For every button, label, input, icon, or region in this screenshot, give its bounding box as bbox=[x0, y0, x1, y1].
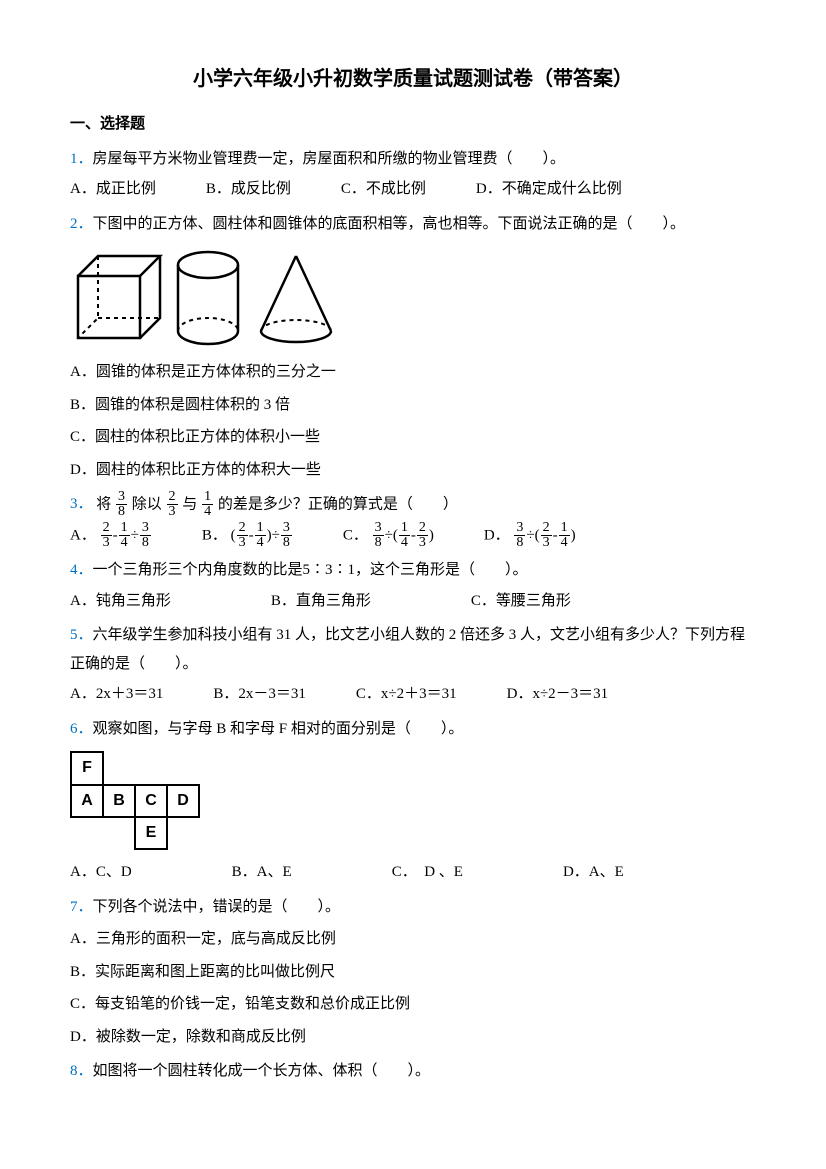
q3-opt-b: B． (23-14)÷38 bbox=[202, 521, 293, 550]
q2-opt-b: B．圆锥的体积是圆柱体积的 3 倍 bbox=[70, 391, 756, 420]
question-6: 6．观察如图，与字母 B 和字母 F 相对的面分别是（ ）。 bbox=[70, 715, 756, 744]
cone-icon bbox=[251, 248, 341, 348]
q2-options: A．圆锥的体积是正方体体积的三分之一 B．圆锥的体积是圆柱体积的 3 倍 C．圆… bbox=[70, 358, 756, 484]
cube-icon bbox=[70, 248, 165, 348]
q6-opt-c: C． D 、E bbox=[392, 858, 463, 887]
frac-2-3: 23 bbox=[167, 490, 178, 519]
net-cell-c: C bbox=[135, 785, 167, 817]
question-5: 5．六年级学生参加科技小组有 31 人，比文艺小组人数的 2 倍还多 3 人，文… bbox=[70, 621, 756, 678]
q5-opt-a: A．2x＋3＝31 bbox=[70, 680, 163, 709]
q6-opt-d: D．A、E bbox=[563, 858, 624, 887]
q5-opt-c: C．x÷2＋3＝31 bbox=[356, 680, 457, 709]
q6-opt-b: B．A、E bbox=[232, 858, 292, 887]
question-1: 1．房屋每平方米物业管理费一定，房屋面积和所缴的物业管理费（ ）。 bbox=[70, 145, 756, 174]
cylinder-icon bbox=[169, 248, 247, 348]
q1-opt-a: A．成正比例 bbox=[70, 175, 156, 204]
q3-opt-b-label: B． bbox=[202, 527, 227, 543]
q7-text: 下列各个说法中，错误的是（ ）。 bbox=[93, 899, 341, 915]
cube-net-figure: F A B C D E bbox=[70, 751, 756, 850]
q5-opt-d: D．x÷2－3＝31 bbox=[507, 680, 609, 709]
qnum-3: 3． bbox=[70, 496, 93, 512]
q3-opt-a-label: A． bbox=[70, 527, 96, 543]
q2-opt-c: C．圆柱的体积比正方体的体积小一些 bbox=[70, 423, 756, 452]
qnum-7: 7． bbox=[70, 899, 93, 915]
q2-opt-a: A．圆锥的体积是正方体体积的三分之一 bbox=[70, 358, 756, 387]
q4-text: 一个三角形三个内角度数的比是5∶3∶1，这个三角形是（ ）。 bbox=[93, 562, 528, 578]
q6-options: A．C、D B．A、E C． D 、E D．A、E bbox=[70, 858, 756, 887]
q5-opt-b: B．2x－3＝31 bbox=[213, 680, 306, 709]
q4-opt-c: C．等腰三角形 bbox=[471, 587, 571, 616]
q3-pre: 将 bbox=[96, 496, 111, 512]
q1-opt-d: D．不确定成什么比例 bbox=[476, 175, 622, 204]
q2-opt-d: D．圆柱的体积比正方体的体积大一些 bbox=[70, 456, 756, 485]
q1-opt-c: C．不成比例 bbox=[341, 175, 426, 204]
question-3: 3． 将 38 除以 23 与 14 的差是多少？正确的算式是（ ） bbox=[70, 490, 756, 519]
q1-options: A．成正比例 B．成反比例 C．不成比例 D．不确定成什么比例 bbox=[70, 175, 756, 204]
question-4: 4．一个三角形三个内角度数的比是5∶3∶1，这个三角形是（ ）。 bbox=[70, 556, 756, 585]
question-2: 2．下图中的正方体、圆柱体和圆锥体的底面积相等，高也相等。下面说法正确的是（ ）… bbox=[70, 210, 756, 239]
qnum-8: 8． bbox=[70, 1063, 93, 1079]
q3-mid2: 与 bbox=[182, 496, 197, 512]
q1-text: 房屋每平方米物业管理费一定，房屋面积和所缴的物业管理费（ ）。 bbox=[93, 151, 566, 167]
section-header: 一、选择题 bbox=[70, 110, 756, 139]
net-cell-f: F bbox=[71, 752, 103, 784]
q3-opt-a: A． 23-14÷38 bbox=[70, 521, 152, 550]
q3-opt-d-label: D． bbox=[484, 527, 510, 543]
q7-options: A．三角形的面积一定，底与高成反比例 B．实际距离和图上距离的比叫做比例尺 C．… bbox=[70, 925, 756, 1051]
qnum-4: 4． bbox=[70, 562, 93, 578]
q5-options: A．2x＋3＝31 B．2x－3＝31 C．x÷2＋3＝31 D．x÷2－3＝3… bbox=[70, 680, 756, 709]
q7-opt-c: C．每支铅笔的价钱一定，铅笔支数和总价成正比例 bbox=[70, 990, 756, 1019]
q6-text: 观察如图，与字母 B 和字母 F 相对的面分别是（ ）。 bbox=[93, 721, 464, 737]
frac-1-4: 14 bbox=[202, 490, 213, 519]
qnum-2: 2． bbox=[70, 216, 93, 232]
frac-3-8: 38 bbox=[116, 490, 127, 519]
q5-text: 六年级学生参加科技小组有 31 人，比文艺小组人数的 2 倍还多 3 人，文艺小… bbox=[70, 627, 745, 672]
q4-options: A．钝角三角形 B．直角三角形 C．等腰三角形 bbox=[70, 587, 756, 616]
qnum-5: 5． bbox=[70, 627, 93, 643]
q3-opt-c: C． 38÷(14-23) bbox=[343, 521, 434, 550]
net-cell-d: D bbox=[167, 785, 199, 817]
q8-text: 如图将一个圆柱转化成一个长方体、体积（ ）。 bbox=[93, 1063, 431, 1079]
q3-opt-d: D． 38÷(23-14) bbox=[484, 521, 576, 550]
q6-opt-a: A．C、D bbox=[70, 858, 132, 887]
q2-text: 下图中的正方体、圆柱体和圆锥体的底面积相等，高也相等。下面说法正确的是（ ）。 bbox=[93, 216, 686, 232]
question-8: 8．如图将一个圆柱转化成一个长方体、体积（ ）。 bbox=[70, 1057, 756, 1086]
q7-opt-d: D．被除数一定，除数和商成反比例 bbox=[70, 1023, 756, 1052]
qnum-6: 6． bbox=[70, 721, 93, 737]
q7-opt-a: A．三角形的面积一定，底与高成反比例 bbox=[70, 925, 756, 954]
q4-opt-b: B．直角三角形 bbox=[271, 587, 371, 616]
net-cell-a: A bbox=[71, 785, 103, 817]
q3-tail: 的差是多少？正确的算式是（ ） bbox=[218, 496, 458, 512]
q4-opt-a: A．钝角三角形 bbox=[70, 587, 171, 616]
q2-figures bbox=[70, 248, 756, 348]
q3-mid: 除以 bbox=[132, 496, 162, 512]
qnum-1: 1． bbox=[70, 151, 93, 167]
q1-opt-b: B．成反比例 bbox=[206, 175, 291, 204]
net-cell-b: B bbox=[103, 785, 135, 817]
net-cell-e: E bbox=[135, 817, 167, 849]
q3-opt-c-label: C． bbox=[343, 527, 368, 543]
page-title: 小学六年级小升初数学质量试题测试卷（带答案） bbox=[70, 60, 756, 98]
q3-options: A． 23-14÷38 B． (23-14)÷38 C． 38÷(14-23) … bbox=[70, 521, 756, 550]
question-7: 7．下列各个说法中，错误的是（ ）。 bbox=[70, 893, 756, 922]
q7-opt-b: B．实际距离和图上距离的比叫做比例尺 bbox=[70, 958, 756, 987]
